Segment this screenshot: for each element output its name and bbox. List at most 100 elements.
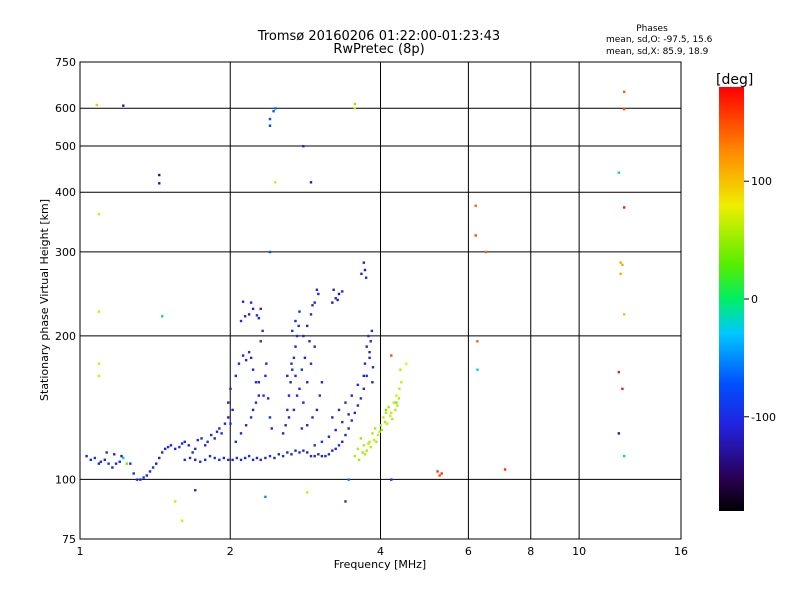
data-point <box>297 324 300 328</box>
data-point <box>622 107 626 111</box>
data-point <box>268 117 272 121</box>
data-point <box>387 405 390 409</box>
data-point <box>194 458 197 462</box>
data-point <box>362 261 366 264</box>
data-point <box>365 449 368 452</box>
data-point <box>132 472 135 475</box>
data-point <box>257 381 261 384</box>
data-point <box>200 437 203 440</box>
data-point <box>103 458 106 462</box>
data-point <box>178 445 181 449</box>
data-point <box>619 272 622 276</box>
data-point <box>334 428 337 432</box>
data-point <box>231 408 234 412</box>
data-point <box>309 313 313 316</box>
data-point <box>324 454 327 458</box>
data-point <box>295 334 299 338</box>
data-point <box>241 300 245 303</box>
data-point <box>286 408 289 412</box>
data-point <box>262 394 265 397</box>
data-point <box>194 447 197 451</box>
data-point <box>392 401 396 404</box>
data-point <box>284 424 287 427</box>
data-point <box>249 356 253 360</box>
data-point <box>361 451 364 454</box>
data-point <box>327 453 331 456</box>
phases-heading: Phases <box>636 24 668 34</box>
data-point <box>268 124 272 127</box>
data-point <box>97 462 101 465</box>
data-point <box>89 458 92 462</box>
data-point <box>274 107 277 110</box>
data-point <box>173 500 177 503</box>
data-point <box>476 340 479 343</box>
data-point <box>306 381 309 384</box>
data-point <box>341 420 344 424</box>
data-point <box>362 387 366 391</box>
data-point <box>622 90 626 94</box>
data-point <box>239 319 243 323</box>
y-tick-labels: 75 100 200 300 400 500 600 750 <box>55 56 76 546</box>
data-points <box>85 90 626 522</box>
chart-subtitle: RwPretec (8p) <box>333 42 424 57</box>
data-point <box>298 310 301 313</box>
data-point <box>397 397 401 400</box>
data-point <box>395 401 398 404</box>
data-point <box>203 458 207 462</box>
data-point <box>369 340 372 343</box>
data-point <box>369 445 372 449</box>
data-point <box>362 374 366 378</box>
data-point <box>199 460 202 463</box>
data-point <box>384 408 388 412</box>
y-axis-label: Stationary phase Virtual Height [km] <box>38 199 51 401</box>
data-point <box>380 428 383 432</box>
data-point <box>209 433 213 437</box>
data-point <box>227 416 230 419</box>
data-point <box>183 440 186 444</box>
data-point <box>222 456 226 460</box>
data-point <box>303 356 307 360</box>
data-point <box>394 408 397 412</box>
data-point <box>85 454 88 458</box>
data-point <box>97 374 101 378</box>
data-point <box>122 104 125 107</box>
data-point <box>254 381 258 384</box>
data-point <box>331 449 334 452</box>
data-point <box>306 451 309 454</box>
data-point <box>139 478 142 481</box>
data-point <box>306 491 309 494</box>
data-point <box>311 304 314 307</box>
phases-line-x: mean, sd,X: 85.9, 18.9 <box>606 47 709 57</box>
y-tick-label: 200 <box>55 330 76 343</box>
data-point <box>203 444 207 447</box>
data-point <box>371 432 374 435</box>
data-point <box>218 427 221 430</box>
data-point <box>344 500 347 503</box>
data-point <box>363 268 367 272</box>
colorbar-tick-label: 100 <box>751 175 772 188</box>
data-point <box>368 440 371 444</box>
data-point <box>336 298 339 302</box>
data-point <box>292 408 296 412</box>
data-point <box>231 458 234 462</box>
data-point <box>251 408 255 412</box>
data-point <box>294 374 297 378</box>
data-point <box>289 381 292 384</box>
data-point <box>337 292 341 296</box>
data-point <box>97 213 101 216</box>
data-point <box>302 449 305 452</box>
data-point <box>268 416 272 419</box>
data-point <box>320 381 324 384</box>
data-point <box>395 394 398 397</box>
data-point <box>292 356 296 360</box>
data-point <box>622 206 626 209</box>
data-point <box>313 345 316 348</box>
data-point <box>169 444 173 447</box>
data-point <box>277 453 281 456</box>
data-point <box>298 387 301 391</box>
data-point <box>180 442 184 445</box>
data-point <box>220 432 223 435</box>
data-point <box>145 474 149 477</box>
data-point <box>291 368 294 371</box>
data-point <box>300 427 304 430</box>
